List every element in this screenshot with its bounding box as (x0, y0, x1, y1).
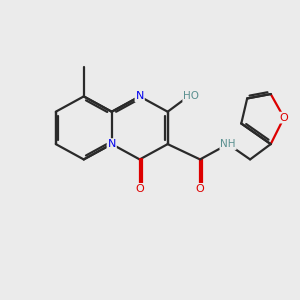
Text: O: O (196, 184, 204, 194)
Text: N: N (136, 92, 144, 101)
Text: HO: HO (183, 92, 199, 101)
Text: N: N (107, 139, 116, 149)
Text: O: O (135, 184, 144, 194)
Text: O: O (280, 112, 288, 123)
Text: NH: NH (220, 139, 236, 149)
